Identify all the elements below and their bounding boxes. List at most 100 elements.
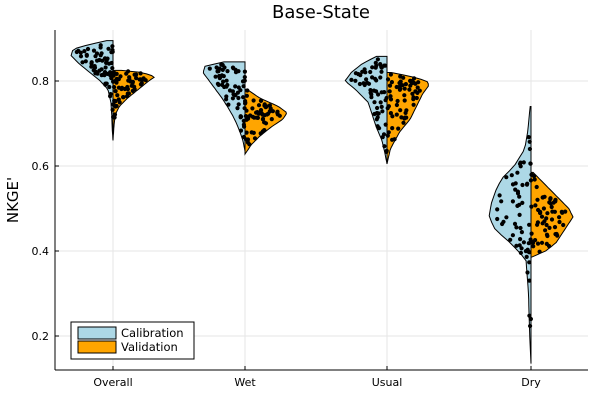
data-point	[115, 93, 120, 98]
data-point	[510, 199, 515, 204]
data-point	[98, 45, 103, 50]
data-point	[543, 228, 548, 233]
data-point	[527, 139, 532, 144]
data-point	[97, 57, 102, 63]
data-point	[527, 146, 533, 152]
data-point	[233, 70, 239, 75]
data-point	[382, 90, 387, 95]
data-point	[221, 79, 226, 84]
data-point	[390, 137, 395, 142]
data-point	[415, 85, 420, 90]
data-point	[518, 225, 523, 231]
data-point	[270, 109, 275, 114]
data-point	[500, 221, 505, 227]
ticks: 0.2 0.4 0.6 0.8 Overall Wet Usual Dry	[32, 75, 542, 389]
data-point	[401, 120, 406, 125]
data-point	[410, 91, 415, 96]
data-point	[85, 46, 91, 52]
data-point	[535, 241, 541, 246]
data-point	[390, 114, 395, 119]
data-point	[521, 240, 527, 245]
data-point	[374, 63, 379, 68]
data-point	[508, 237, 513, 242]
data-point	[563, 209, 568, 214]
data-point	[84, 52, 89, 57]
data-point	[512, 221, 518, 226]
violin-calibration-overall	[70, 40, 114, 141]
data-point	[130, 79, 135, 84]
data-point	[134, 76, 139, 81]
data-point	[517, 243, 522, 248]
data-point	[244, 130, 249, 135]
data-point	[395, 98, 400, 104]
data-point	[542, 194, 547, 199]
data-point	[385, 77, 391, 82]
data-point	[537, 249, 542, 254]
data-point	[519, 246, 524, 251]
data-point	[213, 74, 218, 79]
data-point	[83, 59, 88, 64]
data-point	[353, 78, 358, 83]
data-point	[252, 136, 258, 141]
data-point	[110, 44, 115, 49]
data-point	[370, 65, 375, 70]
data-point	[398, 108, 403, 113]
y-axis-label: NKGE'	[4, 177, 22, 223]
data-point	[78, 50, 83, 55]
data-point	[504, 215, 509, 220]
x-tick-label: Overall	[93, 376, 132, 389]
data-point	[266, 111, 271, 116]
data-point	[527, 260, 532, 265]
data-point	[224, 78, 229, 83]
data-point	[235, 106, 240, 111]
data-point	[375, 115, 380, 120]
data-point	[379, 104, 384, 109]
data-point	[94, 51, 100, 56]
data-point	[541, 206, 547, 211]
data-point	[388, 97, 394, 102]
data-point	[362, 82, 367, 88]
data-point	[356, 72, 361, 77]
data-point	[387, 83, 393, 88]
data-point	[519, 230, 525, 235]
data-point	[414, 95, 419, 101]
data-point	[109, 60, 114, 66]
data-point	[402, 98, 407, 103]
data-point	[267, 103, 272, 108]
data-point	[121, 95, 126, 100]
data-point	[517, 194, 522, 199]
data-point	[534, 184, 539, 190]
data-point	[112, 112, 118, 117]
data-point	[546, 243, 552, 249]
data-point	[382, 63, 387, 68]
data-point	[222, 65, 227, 70]
violins	[70, 40, 574, 364]
data-point	[384, 149, 389, 154]
data-point	[550, 209, 555, 214]
data-point	[520, 200, 525, 205]
data-point	[251, 98, 256, 103]
data-point	[517, 161, 523, 166]
violin-calibration-dry	[488, 106, 532, 364]
y-tick-label: 0.4	[32, 245, 50, 258]
data-point	[388, 72, 393, 77]
data-point	[214, 65, 219, 70]
data-point	[387, 89, 392, 94]
data-point	[226, 102, 231, 107]
data-point	[378, 75, 383, 80]
data-point	[114, 80, 119, 85]
data-point	[368, 69, 373, 75]
x-tick-label: Dry	[521, 376, 541, 389]
data-point	[260, 117, 265, 122]
data-point	[91, 68, 96, 73]
data-point	[552, 225, 558, 230]
data-point	[532, 177, 537, 182]
data-point	[517, 212, 522, 217]
x-tick-label: Wet	[234, 376, 256, 389]
data-point	[544, 222, 549, 228]
data-point	[388, 94, 393, 99]
data-point	[245, 137, 251, 142]
data-point	[124, 94, 130, 99]
data-point	[557, 215, 562, 220]
data-point	[117, 100, 122, 105]
